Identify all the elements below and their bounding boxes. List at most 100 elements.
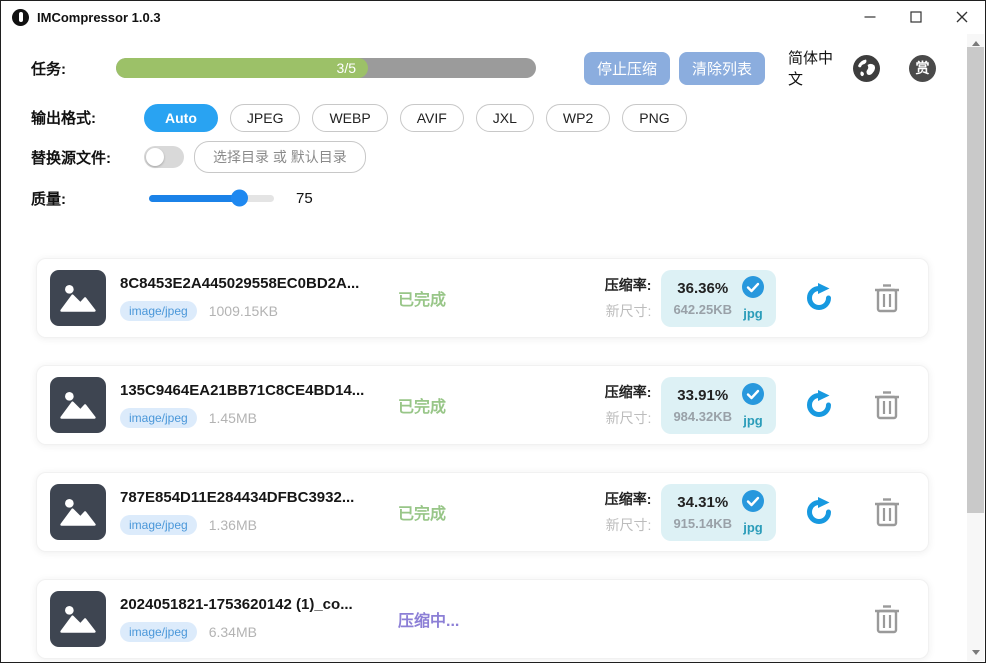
result-labels: 压缩率: 新尺寸:: [605, 382, 652, 428]
minimize-button[interactable]: [847, 1, 893, 33]
stop-compress-button[interactable]: 停止压缩: [584, 51, 671, 85]
result-group: 压缩率: 新尺寸: 33.91% 984.32KB jpg: [605, 376, 902, 434]
file-name: 2024051821-1753620142 (1)_co...: [120, 596, 353, 613]
output-format-tag: jpg: [743, 305, 763, 321]
new-size-value: 642.25KB: [673, 301, 732, 317]
output-format-label: 输出格式:: [31, 110, 96, 127]
replace-source-row: 替换源文件: 选择目录 或 默认目录: [31, 141, 366, 173]
format-pill-group: Auto JPEG WEBP AVIF JXL WP2 PNG: [144, 103, 687, 132]
format-pill-jxl[interactable]: JXL: [475, 103, 534, 132]
compression-ratio-label: 压缩率:: [604, 384, 652, 400]
format-pill-auto[interactable]: Auto: [144, 103, 218, 132]
trash-icon: [875, 391, 899, 420]
mime-badge: image/jpeg: [120, 515, 197, 535]
file-size: 1009.15KB: [208, 303, 279, 319]
task-progress-bar: 3/5: [116, 58, 536, 78]
format-pill-avif[interactable]: AVIF: [399, 103, 464, 132]
recompress-button[interactable]: [802, 281, 836, 315]
globe-icon[interactable]: [853, 54, 880, 82]
check-icon: [742, 382, 764, 405]
mime-badge: image/jpeg: [120, 301, 197, 321]
refresh-icon: [807, 283, 831, 310]
new-size-label: 新尺寸:: [605, 410, 652, 426]
quality-label: 质量:: [31, 190, 66, 208]
scrollbar-thumb[interactable]: [967, 47, 984, 513]
output-format-row: 输出格式: Auto JPEG WEBP AVIF JXL WP2 PNG: [31, 103, 687, 132]
replace-source-label: 替换源文件:: [31, 149, 111, 167]
result-group: 压缩率: 新尺寸: 36.36% 642.25KB jpg: [605, 269, 902, 327]
new-size-label: 新尺寸:: [605, 517, 652, 533]
file-name: 787E854D11E284434DFBC3932...: [120, 489, 355, 506]
file-size: 6.34MB: [208, 624, 257, 640]
result-group: 压缩率: 新尺寸: 34.31% 915.14KB jpg: [605, 483, 902, 541]
file-row: 8C8453E2A445029558EC0BD2A... image/jpeg …: [36, 258, 929, 338]
file-name: 135C9464EA21BB71C8CE4BD14...: [120, 382, 365, 399]
scrollbar[interactable]: [967, 34, 984, 661]
result-box: 36.36% 642.25KB jpg: [661, 269, 776, 327]
result-box: 34.31% 915.14KB jpg: [661, 483, 776, 541]
recompress-button[interactable]: [802, 388, 836, 422]
scroll-up-arrow[interactable]: [971, 41, 980, 46]
format-pill-png[interactable]: PNG: [622, 103, 687, 132]
result-box: 33.91% 984.32KB jpg: [661, 376, 776, 434]
clear-list-button[interactable]: 清除列表: [679, 51, 766, 85]
file-row: 2024051821-1753620142 (1)_co... image/jp…: [36, 579, 929, 659]
maximize-icon: [910, 11, 922, 23]
delete-button[interactable]: [872, 495, 902, 529]
refresh-icon: [807, 390, 831, 417]
file-row: 135C9464EA21BB71C8CE4BD14... image/jpeg …: [36, 365, 929, 445]
task-progress-text: 3/5: [336, 60, 356, 76]
quality-slider[interactable]: [149, 189, 274, 207]
file-name: 8C8453E2A445029558EC0BD2A...: [120, 275, 360, 292]
maximize-button[interactable]: [893, 1, 939, 33]
minimize-icon: [864, 16, 876, 18]
delete-button[interactable]: [872, 602, 902, 636]
quality-row: 质量: 75: [31, 186, 313, 210]
trash-icon: [875, 605, 899, 634]
image-thumbnail-icon: [50, 377, 106, 433]
scroll-down-arrow[interactable]: [971, 650, 980, 655]
image-thumbnail-icon: [50, 270, 106, 326]
refresh-icon: [807, 497, 831, 524]
donate-button[interactable]: 赏: [909, 54, 936, 82]
trash-icon: [875, 498, 899, 527]
compression-ratio-value: 36.36%: [677, 279, 729, 297]
output-format-tag: jpg: [743, 519, 763, 535]
task-label: 任务:: [31, 60, 66, 78]
new-size-value: 984.32KB: [673, 408, 732, 424]
new-size-value: 915.14KB: [673, 515, 732, 531]
status-text: 已完成: [398, 506, 447, 523]
format-pill-wp2[interactable]: WP2: [545, 103, 611, 132]
quality-value: 75: [296, 189, 313, 207]
toggle-knob: [146, 148, 164, 166]
mime-badge: image/jpeg: [120, 622, 197, 642]
recompress-button[interactable]: [802, 495, 836, 529]
file-list: 8C8453E2A445029558EC0BD2A... image/jpeg …: [36, 258, 929, 662]
file-row: 787E854D11E284434DFBC3932... image/jpeg …: [36, 472, 929, 552]
status-text: 已完成: [398, 399, 447, 416]
new-size-label: 新尺寸:: [605, 303, 652, 319]
file-info: 787E854D11E284434DFBC3932... image/jpeg …: [120, 489, 376, 535]
result-labels: 压缩率: 新尺寸:: [605, 489, 652, 535]
format-pill-jpeg[interactable]: JPEG: [229, 103, 301, 132]
delete-button[interactable]: [872, 281, 902, 315]
trash-icon: [875, 284, 899, 313]
format-pill-webp[interactable]: WEBP: [312, 103, 388, 132]
title-bar: IMCompressor 1.0.3: [1, 1, 985, 33]
status-text: 已完成: [398, 292, 447, 309]
app-logo-icon: [12, 8, 29, 26]
delete-button[interactable]: [872, 388, 902, 422]
replace-source-toggle[interactable]: [144, 146, 184, 168]
close-icon: [956, 11, 968, 23]
file-info: 2024051821-1753620142 (1)_co... image/jp…: [120, 596, 376, 642]
close-button[interactable]: [939, 1, 985, 33]
compression-ratio-label: 压缩率:: [604, 491, 652, 507]
result-labels: 压缩率: 新尺寸:: [605, 275, 652, 321]
result-group: [836, 602, 902, 636]
status-text: 压缩中...: [398, 613, 460, 630]
language-label[interactable]: 简体中文: [788, 50, 834, 88]
choose-directory-button[interactable]: 选择目录 或 默认目录: [194, 141, 366, 173]
quality-slider-thumb[interactable]: [231, 189, 249, 207]
check-icon: [742, 489, 764, 512]
